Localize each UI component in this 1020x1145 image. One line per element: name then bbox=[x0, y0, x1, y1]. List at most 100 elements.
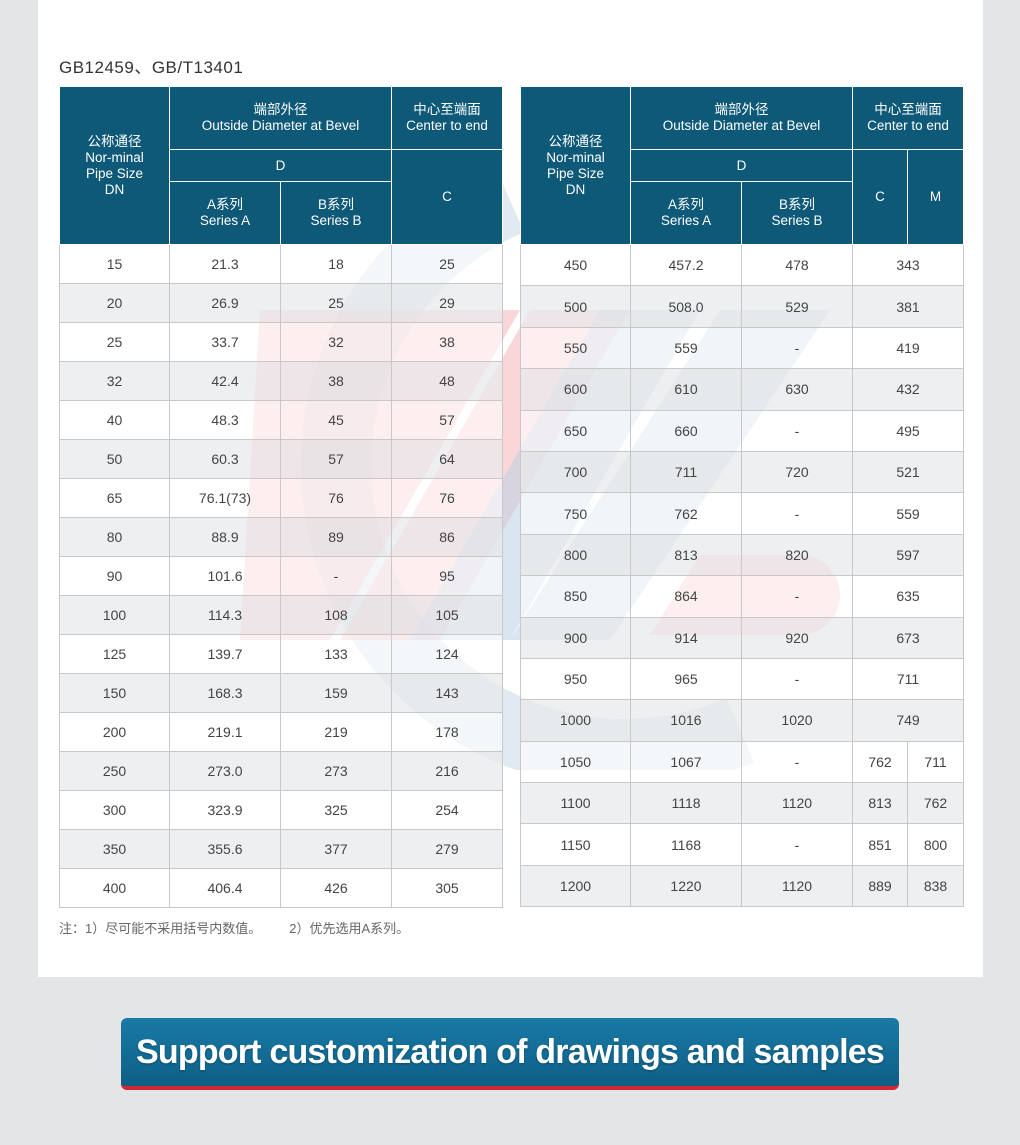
table-cell: 635 bbox=[852, 575, 965, 618]
table-cell: 323.9 bbox=[169, 790, 281, 830]
table-cell: 133 bbox=[279, 634, 393, 674]
table-cell: - bbox=[740, 409, 854, 452]
table-cell: 250 bbox=[59, 751, 170, 791]
m-header: M bbox=[907, 149, 965, 245]
standard-title: GB12459、GB/T13401 bbox=[59, 58, 244, 77]
table-cell: 20 bbox=[59, 283, 170, 323]
table-cell: 610 bbox=[630, 368, 742, 411]
table-cell: 660 bbox=[630, 409, 742, 452]
table-cell: 65 bbox=[59, 478, 170, 518]
table-cell: 50 bbox=[59, 439, 170, 479]
left-spec-table: 公称通径 Nor-minal Pipe Size DN 端部外径 Outside Dia… bbox=[59, 86, 504, 908]
table-cell: 1168 bbox=[630, 823, 742, 866]
table-cell: 521 bbox=[852, 450, 965, 494]
table-cell: 76 bbox=[279, 478, 393, 518]
table-cell: 350 bbox=[59, 829, 170, 869]
table-cell: 216 bbox=[391, 751, 504, 791]
table-cell: - bbox=[279, 556, 393, 596]
table-cell: 64 bbox=[391, 439, 504, 479]
table-row: 1000 1016 1020 749 bbox=[520, 699, 965, 742]
table-cell: 40 bbox=[59, 400, 170, 440]
table-cell: 1016 bbox=[630, 699, 742, 742]
table-row: 800 813 820 597 bbox=[520, 533, 965, 577]
table-cell: 143 bbox=[391, 673, 504, 713]
table-row: 900 914 920 673 bbox=[520, 616, 965, 659]
table-cell: 432 bbox=[852, 368, 965, 411]
table-row: 400 406.4 426 305 bbox=[59, 868, 504, 908]
table-cell: 1220 bbox=[630, 864, 742, 908]
series-a-header: A系列 Series A bbox=[169, 181, 281, 245]
table-cell: 700 bbox=[520, 450, 631, 494]
table-cell: 88.9 bbox=[169, 517, 281, 557]
table-row: 600 610 630 432 bbox=[520, 368, 965, 411]
table-cell: 920 bbox=[740, 616, 854, 659]
table-cell: 650 bbox=[520, 409, 631, 452]
table-row: 80 88.9 89 86 bbox=[59, 517, 504, 557]
table-row: 700 711 720 521 bbox=[520, 450, 965, 494]
outside-diameter-header: 端部外径 Outside Diameter at Bevel bbox=[168, 86, 393, 150]
table-row: 1200 1220 1120 889 838 bbox=[520, 864, 965, 908]
table-cell: 42.4 bbox=[169, 361, 281, 401]
table-row: 200 219.1 219 178 bbox=[59, 712, 504, 752]
table-cell: 45 bbox=[279, 400, 393, 440]
table-row: 550 559-419 bbox=[520, 326, 965, 370]
outside-diameter-header: 端部外径 Outside Diameter at Bevel bbox=[629, 86, 854, 150]
table-row: 1150 1168-851 800 bbox=[520, 823, 965, 866]
table-cell: 1000 bbox=[520, 699, 631, 742]
table-row: 125 139.7 133 124 bbox=[59, 634, 504, 674]
table-cell: - bbox=[740, 740, 854, 784]
table-cell: 279 bbox=[391, 829, 504, 869]
table-cell: 101.6 bbox=[169, 556, 281, 596]
table-cell: 325 bbox=[279, 790, 393, 830]
table-cell: 33.7 bbox=[169, 322, 281, 362]
table-cell: 900 bbox=[520, 616, 631, 659]
table-cell: 219.1 bbox=[169, 712, 281, 752]
table-cell: 1120 bbox=[740, 864, 854, 908]
table-cell: 381 bbox=[852, 285, 965, 328]
table-cell: 850 bbox=[520, 575, 631, 618]
table-cell: 90 bbox=[59, 556, 170, 596]
table-cell: 711 bbox=[630, 450, 742, 494]
table-cell: 89 bbox=[279, 517, 393, 557]
table-row: 100 114.3 108 105 bbox=[59, 595, 504, 635]
footnote: 注：1）尽可能不采用括号内数值。 2）优先选用A系列。 bbox=[59, 918, 409, 937]
table-cell: 25 bbox=[391, 244, 504, 284]
table-cell: 200 bbox=[59, 712, 170, 752]
table-row: 950 965-711 bbox=[520, 657, 965, 701]
table-cell: 426 bbox=[279, 868, 393, 908]
right-spec-table: 公称通径 Nor-minal Pipe Size DN 端部外径 Outside Dia… bbox=[520, 86, 965, 908]
table-cell: 495 bbox=[852, 409, 965, 452]
table-cell: 57 bbox=[279, 439, 393, 479]
table-cell: 1100 bbox=[520, 782, 631, 825]
table-row: 20 26.9 25 29 bbox=[59, 283, 504, 323]
table-cell: 1067 bbox=[630, 740, 742, 784]
table-cell: 25 bbox=[279, 283, 393, 323]
table-row: 25 33.7 32 38 bbox=[59, 322, 504, 362]
table-cell: 711 bbox=[852, 657, 965, 701]
table-cell: 1020 bbox=[740, 699, 854, 742]
d-header: D bbox=[629, 149, 854, 182]
table-cell: 500 bbox=[520, 285, 631, 328]
table-cell: - bbox=[740, 823, 854, 866]
table-cell: 762 bbox=[907, 782, 965, 825]
table-cell: 38 bbox=[391, 322, 504, 362]
table-cell: 965 bbox=[630, 657, 742, 701]
table-row: 650 660-495 bbox=[520, 409, 965, 452]
table-cell: 86 bbox=[391, 517, 504, 557]
table-cell: 159 bbox=[279, 673, 393, 713]
center-to-end-header: 中心至端面 Center to end bbox=[852, 86, 965, 150]
table-row: 1050 1067-762 711 bbox=[520, 740, 965, 784]
table-cell: 478 bbox=[740, 243, 854, 287]
table-row: 15 21.3 18 25 bbox=[59, 244, 504, 284]
table-cell: 762 bbox=[852, 740, 909, 784]
center-to-end-header: 中心至端面 Center to end bbox=[391, 86, 504, 150]
table-cell: 26.9 bbox=[169, 283, 281, 323]
table-cell: 219 bbox=[279, 712, 393, 752]
table-cell: 125 bbox=[59, 634, 170, 674]
table-cell: 673 bbox=[852, 616, 965, 659]
table-cell: 105 bbox=[391, 595, 504, 635]
table-cell: 820 bbox=[740, 533, 854, 577]
table-row: 350 355.6 377 279 bbox=[59, 829, 504, 869]
table-cell: 813 bbox=[852, 782, 909, 825]
table-cell: 57 bbox=[391, 400, 504, 440]
